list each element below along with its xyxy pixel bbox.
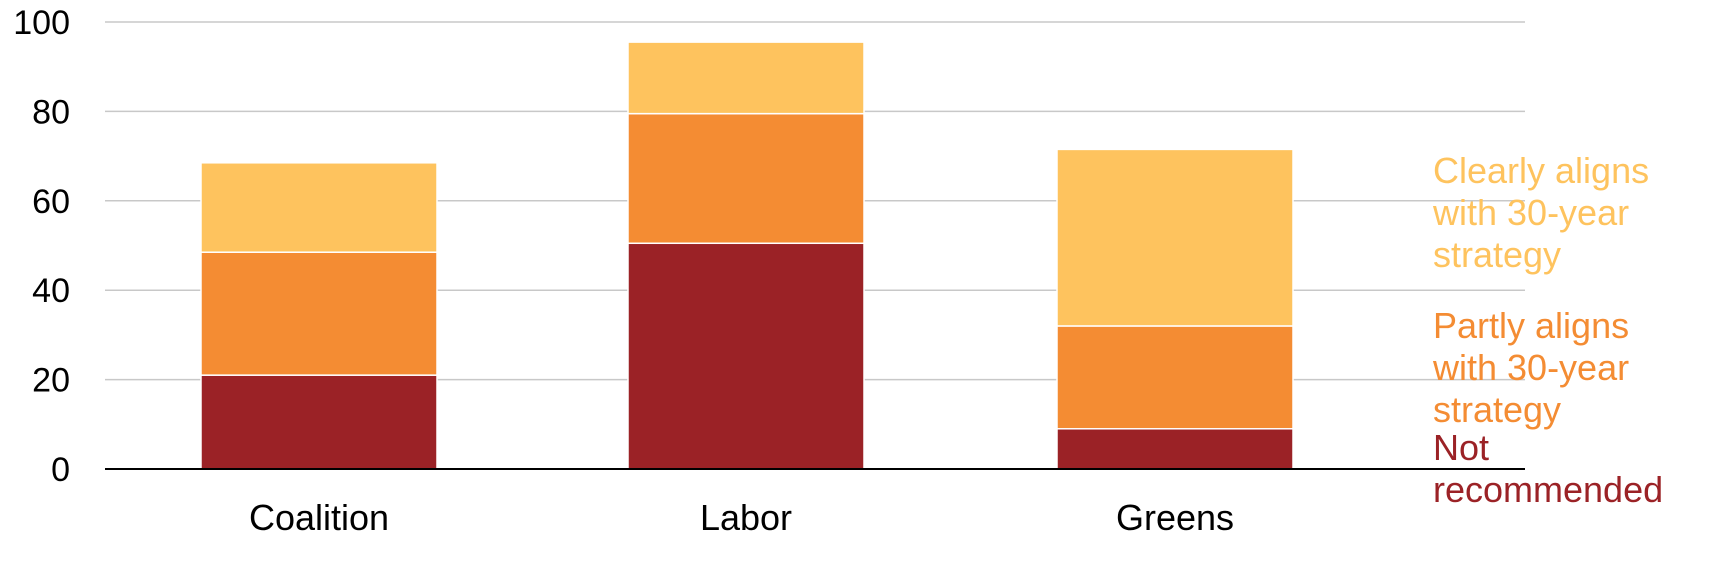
x-axis-categories: Coalition Labor Greens xyxy=(249,497,1234,538)
bar-segment xyxy=(200,374,438,470)
legend-entry: Not recommended xyxy=(1433,427,1663,510)
legend-entry-line: with 30-year xyxy=(1432,192,1629,233)
bar-segment xyxy=(1056,148,1294,327)
y-tick-label: 60 xyxy=(32,183,70,221)
legend: Clearly aligns with 30-year strategyPartly… xyxy=(1432,150,1663,510)
bar-segment xyxy=(627,242,865,470)
y-tick-label: 80 xyxy=(32,93,70,131)
y-tick-label: 0 xyxy=(51,451,70,489)
legend-entry-line: strategy xyxy=(1433,234,1561,275)
legend-entry: Clearly aligns with 30-year strategy xyxy=(1432,150,1649,275)
legend-entry: Partly aligns with 30-year strategy xyxy=(1432,305,1629,430)
legend-entry-line: with 30-year xyxy=(1432,347,1629,388)
x-category-label: Coalition xyxy=(249,497,389,538)
y-tick-label: 40 xyxy=(32,272,70,310)
bar-segment xyxy=(627,112,865,245)
bars xyxy=(200,41,1294,470)
y-tick-label: 100 xyxy=(13,4,70,42)
legend-entry-line: Partly aligns xyxy=(1433,305,1629,346)
x-category-label: Greens xyxy=(1116,497,1234,538)
legend-entry-line: Not xyxy=(1433,427,1489,468)
bar-segment xyxy=(1056,428,1294,470)
y-tick-label: 20 xyxy=(32,362,70,400)
legend-entry-line: recommended xyxy=(1433,469,1663,510)
legend-entry-line: Clearly aligns xyxy=(1433,150,1649,191)
bar-segment xyxy=(200,162,438,253)
bar-segment xyxy=(627,41,865,115)
y-axis-ticks: 0 20 40 60 80 100 xyxy=(13,4,70,489)
x-category-label: Labor xyxy=(700,497,792,538)
legend-entry-line: strategy xyxy=(1433,389,1561,430)
bar-segment xyxy=(1056,325,1294,430)
bar-segment xyxy=(200,251,438,376)
